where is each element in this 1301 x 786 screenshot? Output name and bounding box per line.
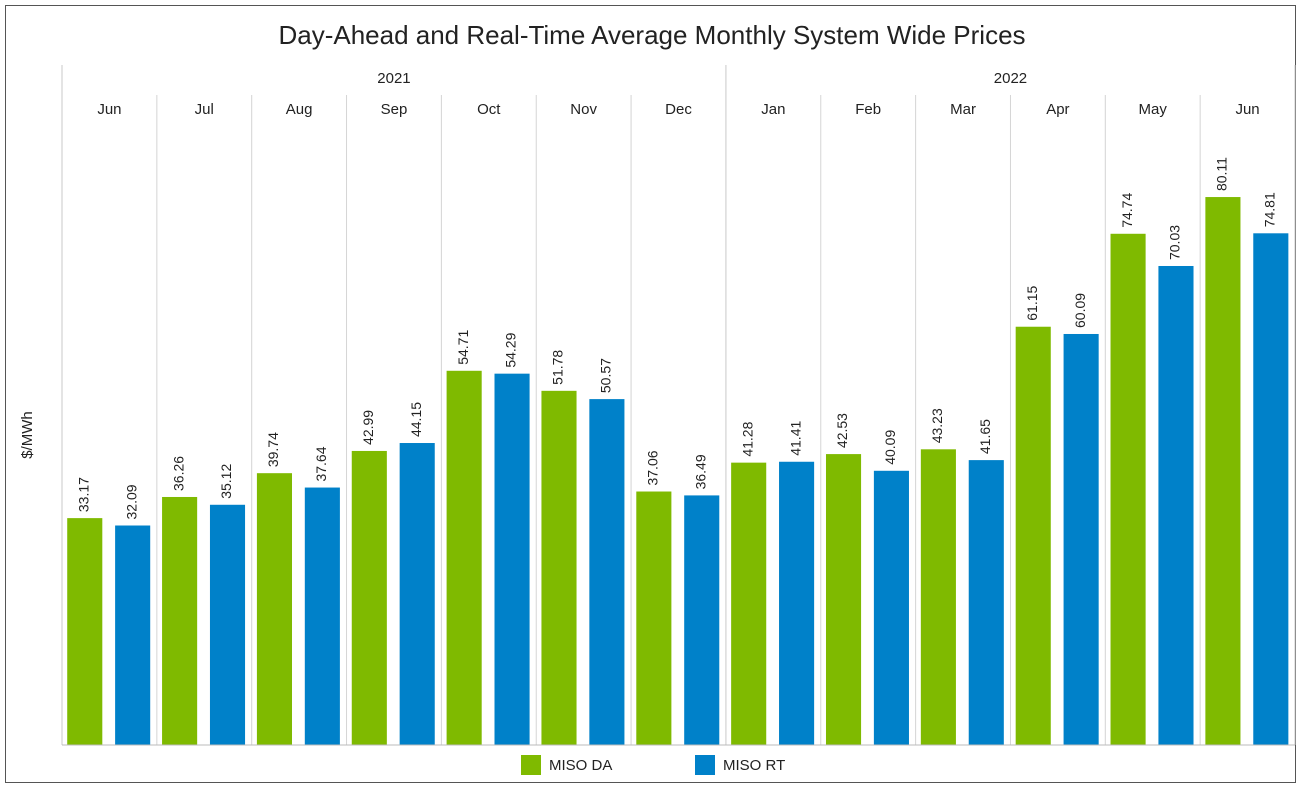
value-label: 41.41 [787,421,803,456]
legend-swatch [521,755,541,775]
bar [684,495,720,745]
value-label: 60.09 [1072,293,1088,328]
x-tick-label: Mar [950,101,976,118]
value-label: 37.64 [313,446,329,481]
value-label: 39.74 [265,432,281,467]
legend-swatch [695,755,715,775]
value-label: 61.15 [1024,285,1040,320]
value-label: 54.29 [503,332,519,367]
bar [1063,333,1099,745]
value-label: 43.23 [929,408,945,443]
value-label: 33.17 [75,477,91,512]
value-label: 41.65 [977,419,993,454]
chart-title: Day-Ahead and Real-Time Average Monthly … [278,20,1025,50]
bar [636,491,672,745]
bar [304,487,340,745]
bar [351,450,387,745]
bar [209,504,246,745]
value-label: 54.71 [455,330,471,365]
value-label: 37.06 [645,450,661,485]
x-tick-label: Jun [97,101,121,118]
bar [494,373,530,745]
value-label: 42.53 [834,413,850,448]
bar [541,390,577,745]
x-tick-label: May [1139,101,1168,118]
x-tick-label: Nov [570,101,597,118]
value-label: 51.78 [550,350,566,385]
bar [920,449,956,745]
x-tick-label: Dec [665,101,692,118]
bar [1015,326,1051,745]
legend-label: MISO RT [723,757,785,774]
bar [1253,233,1289,745]
legend-label: MISO DA [549,757,612,774]
bar [1205,197,1241,745]
bar [589,399,625,745]
value-label: 74.81 [1262,192,1278,227]
value-label: 42.99 [360,410,376,445]
bar [1158,265,1194,745]
group-label: 2022 [994,70,1027,87]
bar [968,460,1004,745]
x-tick-label: Jun [1235,101,1259,118]
bar [256,473,293,745]
value-label: 44.15 [408,402,424,437]
bar [162,496,198,745]
bar [779,461,815,745]
bar [67,518,103,745]
bar [446,370,482,745]
group-label: 2021 [377,70,410,87]
value-label: 70.03 [1167,225,1183,260]
bar [1110,233,1146,746]
x-tick-label: Apr [1046,101,1069,118]
bar [115,525,151,745]
bar [825,454,862,745]
bar [873,470,909,745]
value-label: 41.28 [739,421,755,456]
value-label: 74.74 [1119,193,1135,228]
value-label: 36.49 [692,454,708,489]
value-label: 50.57 [598,358,614,393]
x-tick-label: Sep [381,101,408,118]
x-tick-label: Aug [286,101,313,118]
bar [731,462,767,745]
value-label: 80.11 [1214,157,1230,191]
x-tick-label: Jan [761,101,785,118]
value-label: 36.26 [170,456,186,491]
x-tick-label: Oct [477,101,501,118]
value-label: 32.09 [123,484,139,519]
x-tick-label: Jul [195,101,214,118]
y-axis-label: $/MWh [19,411,36,459]
value-label: 35.12 [218,464,234,499]
x-tick-label: Feb [855,101,881,118]
value-label: 40.09 [882,430,898,465]
bar [399,443,435,745]
